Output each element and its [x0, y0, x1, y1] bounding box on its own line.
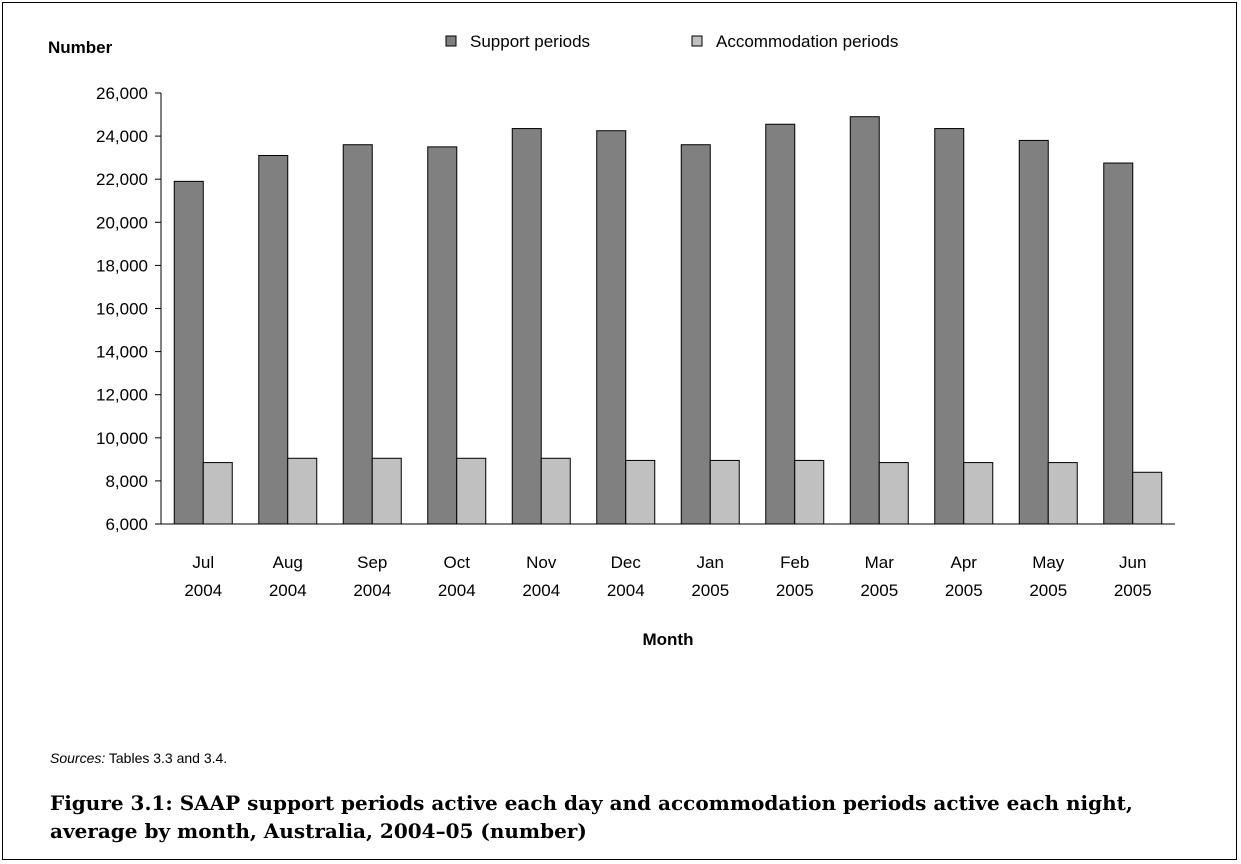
bar-support-periods — [934, 128, 965, 525]
x-tick-label-month: Dec — [611, 553, 642, 572]
bar-support-periods — [258, 154, 289, 525]
x-tick-label-year: 2005 — [691, 581, 729, 600]
sources-note: Sources: Tables 3.3 and 3.4. — [50, 750, 227, 766]
x-tick-label-year: 2004 — [522, 581, 560, 600]
x-tick-label-year: 2005 — [1029, 581, 1067, 600]
bar-support-periods — [849, 116, 880, 525]
x-tick-label-month: Mar — [865, 553, 895, 572]
x-tick-label-year: 2004 — [269, 581, 307, 600]
bar-support-periods — [173, 180, 204, 525]
x-tick-label-year: 2005 — [776, 581, 814, 600]
bar-accommodation-periods — [878, 462, 909, 525]
legend-accommodation-periods-swatch — [691, 35, 703, 47]
bar-chart: Number 6,000 8,000 10,000 12,000 14,000 16,000… — [48, 32, 1175, 649]
bar-support-periods — [342, 144, 373, 525]
x-tick-label-month: Feb — [780, 553, 809, 572]
x-tick-label-month: Jun — [1119, 553, 1146, 572]
x-tick-label-month: Sep — [357, 553, 387, 572]
bar-accommodation-periods — [1047, 462, 1078, 525]
y-tick-label: 14,000 — [96, 343, 148, 362]
bar-support-periods — [765, 123, 796, 525]
y-tick-label: 26,000 — [96, 84, 148, 103]
y-tick-label: 22,000 — [96, 170, 148, 189]
figure-caption: Figure 3.1: SAAP support periods active … — [50, 791, 1133, 843]
bar-support-periods — [427, 146, 458, 525]
legend-support-periods-label: Support periods — [470, 32, 590, 51]
x-tick-label-year: 2004 — [607, 581, 645, 600]
legend-support-periods-swatch — [445, 35, 457, 47]
x-tick-label-year: 2004 — [438, 581, 476, 600]
bar-accommodation-periods — [540, 457, 571, 525]
y-tick-label: 6,000 — [105, 515, 148, 534]
y-tick-label: 20,000 — [96, 213, 148, 232]
x-axis-label: Month — [643, 630, 694, 649]
x-tick-label-month: Nov — [526, 553, 557, 572]
bar-accommodation-periods — [371, 457, 402, 525]
x-tick-label-month: May — [1032, 553, 1065, 572]
bar-support-periods — [596, 130, 627, 525]
x-tick-label-month: Jul — [192, 553, 214, 572]
bar-accommodation-periods — [1132, 471, 1163, 525]
bar-support-periods — [511, 128, 542, 525]
x-tick-label-year: 2004 — [184, 581, 222, 600]
bar-accommodation-periods — [963, 462, 994, 525]
x-tick-label-month: Apr — [951, 553, 978, 572]
y-axis-label: Number — [48, 38, 113, 57]
bar-accommodation-periods — [794, 459, 825, 525]
bar-accommodation-periods — [202, 462, 233, 525]
y-tick-label: 18,000 — [96, 256, 148, 275]
bar-accommodation-periods — [709, 459, 740, 525]
y-tick-label: 12,000 — [96, 386, 148, 405]
sources-label: Sources: — [50, 750, 106, 766]
x-tick-label-year: 2005 — [945, 581, 983, 600]
y-tick-label: 8,000 — [105, 472, 148, 491]
x-tick-label-month: Oct — [444, 553, 471, 572]
x-tick-label-year: 2005 — [1114, 581, 1152, 600]
y-tick-label: 10,000 — [96, 429, 148, 448]
legend-accommodation-periods-label: Accommodation periods — [716, 32, 898, 51]
x-tick-label-month: Jan — [697, 553, 724, 572]
x-tick-label-month: Aug — [273, 553, 303, 572]
bar-support-periods — [680, 144, 711, 525]
y-tick-label: 24,000 — [96, 127, 148, 146]
bar-accommodation-periods — [625, 459, 656, 525]
x-tick-label-year: 2005 — [860, 581, 898, 600]
sources-text: Tables 3.3 and 3.4. — [105, 750, 228, 766]
bar-accommodation-periods — [456, 457, 487, 525]
bar-support-periods — [1103, 162, 1134, 525]
y-tick-label: 16,000 — [96, 300, 148, 319]
bar-accommodation-periods — [287, 457, 318, 525]
x-tick-label-year: 2004 — [353, 581, 391, 600]
bar-support-periods — [1018, 139, 1049, 525]
